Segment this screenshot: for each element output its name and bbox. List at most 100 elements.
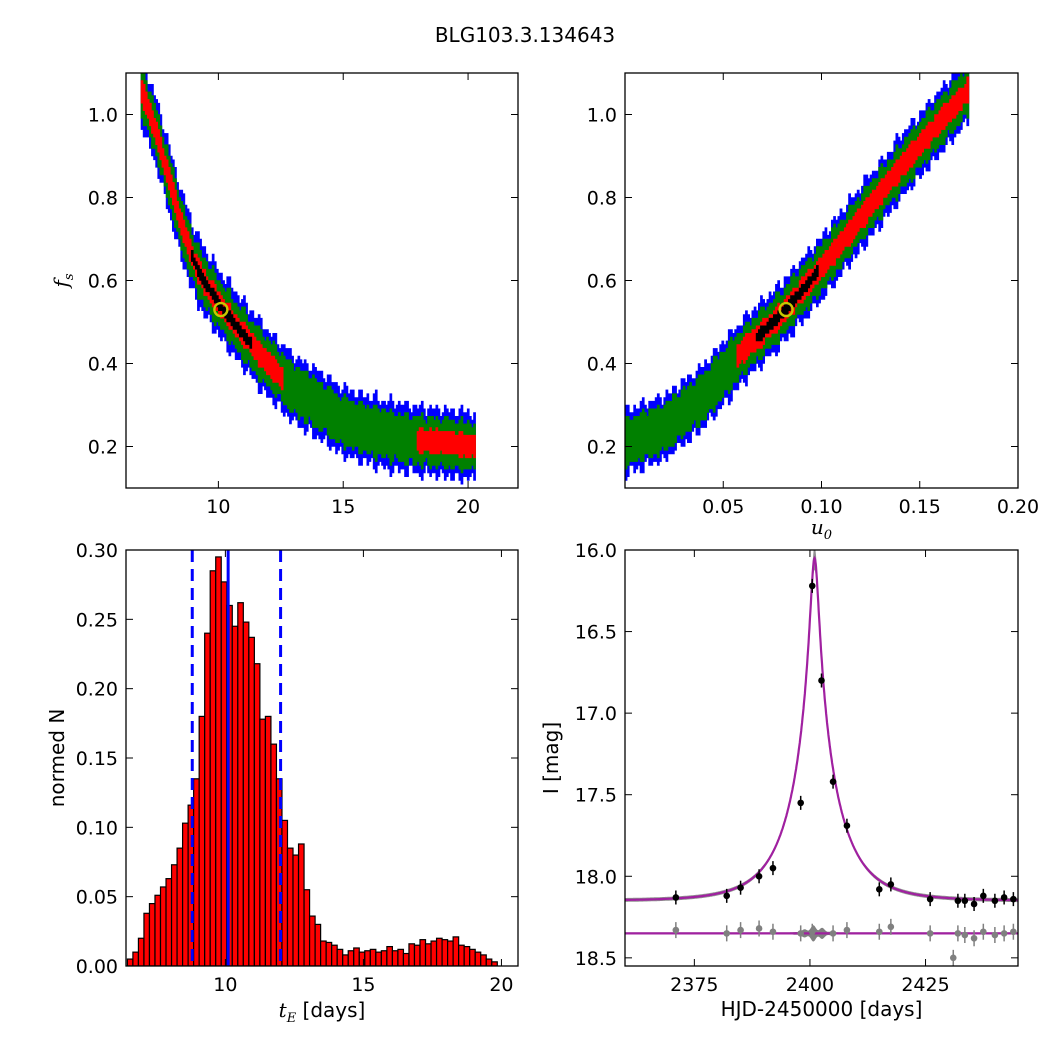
histogram-bar	[364, 950, 371, 966]
histogram-bar	[176, 847, 184, 966]
histogram-bar	[480, 954, 487, 966]
data-point	[954, 897, 962, 905]
histogram-bar	[143, 912, 151, 966]
data-point	[970, 900, 978, 908]
histogram-bar	[292, 854, 300, 966]
histogram-bar	[297, 843, 305, 966]
axes-frame	[624, 549, 1019, 967]
y-tick-label: 0.2	[88, 437, 118, 459]
x-tick-label: 10	[206, 496, 230, 518]
histogram-bar	[264, 715, 272, 966]
histogram-bar	[369, 948, 377, 966]
y-tick-label: 0.25	[76, 609, 118, 631]
histogram-bar	[181, 822, 189, 966]
histogram-bar	[148, 902, 156, 966]
x-tick-label: 0.10	[800, 496, 842, 518]
heatmap-fs-vs-u0: 0.05 0.10 0.15 0.20 0.2 0.4 0.6 0.8 1.0 u0	[587, 72, 1039, 543]
best-fit-marker	[213, 301, 229, 318]
histogram-bar	[435, 937, 443, 966]
data-point	[755, 872, 763, 880]
data-point	[1000, 894, 1008, 901]
histogram-bar	[402, 952, 410, 966]
histogram-bar	[209, 570, 217, 966]
histogram-bar	[336, 948, 344, 966]
y-tick-label: 0.6	[88, 271, 118, 293]
plot-area	[140, 73, 476, 485]
y-tick-label: 16.5	[575, 622, 617, 644]
data-point	[926, 895, 934, 903]
residual-point	[954, 930, 962, 937]
data-point	[723, 892, 731, 900]
lightcurve-panel: 2375 2400 2425 16.0 16.5 17.0 17.5 18.0 18.5 I [m…	[539, 540, 1019, 1021]
confidence-region-green	[625, 73, 970, 470]
histogram-bar	[237, 602, 244, 966]
y-tick-label: 16.0	[575, 540, 617, 562]
x-tick-label: 15	[351, 974, 375, 996]
data-point	[797, 799, 804, 807]
histogram-bar	[347, 950, 355, 966]
residual-point	[1010, 928, 1017, 936]
residual-point	[797, 930, 804, 937]
histogram-bar	[413, 944, 421, 966]
histogram-bar	[137, 937, 145, 966]
histogram-bar	[165, 878, 173, 966]
y-tick-label: 0.05	[76, 887, 118, 909]
x-tick-label: 10	[213, 974, 237, 996]
best-fit-marker	[778, 301, 794, 318]
y-tick-label: 0.4	[587, 354, 617, 376]
data-point	[1010, 895, 1017, 903]
x-tick-label: 0.05	[702, 496, 744, 518]
histogram-bar	[424, 943, 432, 966]
residual-point	[808, 928, 816, 936]
confidence-region-black	[190, 250, 253, 349]
histogram-bar	[430, 940, 438, 966]
data-point	[769, 864, 777, 872]
histogram-bar	[259, 718, 267, 966]
data-point	[843, 822, 851, 830]
x-tick-label: 2400	[786, 974, 834, 996]
histogram-bar	[463, 945, 471, 966]
x-tick-label: 20	[456, 496, 480, 518]
histogram-bar	[193, 778, 200, 966]
histogram-bar	[391, 950, 399, 966]
histogram-bar	[231, 625, 239, 966]
histogram-bar	[132, 951, 140, 966]
histogram-bar	[204, 632, 211, 966]
histogram-bar	[159, 886, 167, 966]
histogram-bar	[281, 819, 289, 966]
histogram-bar	[248, 636, 255, 966]
x-tick-label: 0.20	[997, 496, 1039, 518]
histogram-bar	[397, 948, 405, 966]
histogram-bar	[270, 743, 278, 966]
residual-point	[980, 928, 987, 936]
data-point	[808, 582, 816, 590]
histogram-bar	[126, 958, 134, 966]
histogram-bar	[375, 951, 382, 966]
y-tick-label: 18.5	[575, 948, 617, 970]
residual-point	[843, 926, 851, 934]
data-point	[829, 778, 837, 785]
x-tick-label: 0.15	[899, 496, 941, 518]
data-point	[980, 892, 987, 900]
heatmap-fs-vs-tE: 10 15 200.20.40.60.81.0fs	[49, 72, 519, 518]
residual-point	[829, 930, 837, 937]
confidence-region-red	[140, 80, 476, 459]
histogram-bar	[170, 864, 178, 966]
histogram-bar	[441, 939, 449, 966]
data-point	[991, 897, 999, 905]
data-point	[737, 884, 744, 891]
x-tick-label: 2375	[670, 974, 718, 996]
histogram-bar	[325, 941, 333, 966]
residual-point	[949, 954, 957, 962]
histogram-bar	[469, 948, 476, 966]
residual-point	[961, 931, 969, 939]
y-axis-label: normed N	[45, 709, 69, 808]
plot-area	[625, 73, 970, 481]
residual-point	[875, 928, 883, 936]
histogram-bar	[331, 944, 338, 966]
residual-point	[970, 934, 978, 942]
histogram-bar	[485, 958, 493, 966]
histogram-bar	[358, 951, 366, 966]
residual-point	[737, 926, 744, 934]
y-tick-label: 0.8	[88, 188, 118, 210]
